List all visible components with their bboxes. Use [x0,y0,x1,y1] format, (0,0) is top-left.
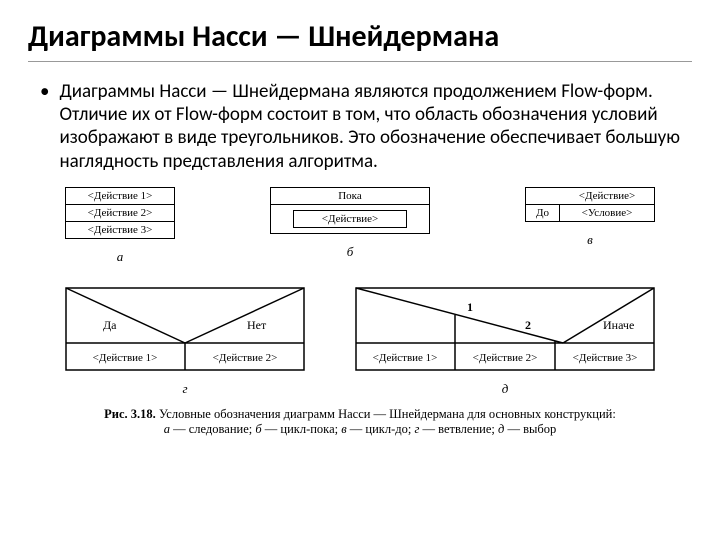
block-a-row3: <Действие 3> [66,222,174,238]
block-d: 1 2 Иначе <Действие 1> <Действие 2> <Дей… [355,287,655,397]
cap-v-t: — цикл-до; [347,422,415,436]
block-v-label: в [587,232,593,248]
block-a-row1: <Действие 1> [66,188,174,205]
block-a-row2: <Действие 2> [66,205,174,222]
figure-row-1: <Действие 1> <Действие 2> <Действие 3> а… [65,187,655,265]
figure-caption: Рис. 3.18. Условные обозначения диаграмм… [65,407,655,438]
cap-g-t: — ветвление; [419,422,498,436]
bullet-dot: • [40,80,49,173]
caption-rest: Условные обозначения диаграмм Насси — Шн… [156,407,616,421]
block-d-label: д [502,381,509,397]
block-g-svg: Да Нет <Действие 1> <Действие 2> [65,287,305,371]
caption-bold: Рис. 3.18. [104,407,156,421]
block-g-act1: <Действие 1> [93,352,158,364]
figure-row-2: Да Нет <Действие 1> <Действие 2> г 1 2 [65,287,655,397]
block-a: <Действие 1> <Действие 2> <Действие 3> а [65,187,175,265]
block-v-side1 [526,188,560,204]
cap-d-t: — выбор [504,422,556,436]
block-g-no: Нет [247,318,267,332]
block-d-b3: Иначе [603,318,634,332]
block-d-b2: 2 [525,318,531,332]
block-b-inner: <Действие> [293,210,407,228]
block-g: Да Нет <Действие 1> <Действие 2> г [65,287,305,397]
block-b: Пока <Действие> б [270,187,430,260]
block-b-label: б [347,244,354,260]
block-g-yes: Да [103,318,117,332]
block-b-header: Пока [270,187,430,205]
block-v-main2: <Условие> [560,204,654,221]
block-g-label: г [182,381,187,397]
block-v: <Действие> До <Условие> в [525,187,655,248]
bullet-paragraph: • Диаграммы Насси — Шнейдермана являются… [40,80,692,173]
block-d-b1: 1 [467,300,473,314]
cap-a-t: — следование; [170,422,255,436]
bullet-text: Диаграммы Насси — Шнейдермана являются п… [59,80,692,173]
block-d-svg: 1 2 Иначе <Действие 1> <Действие 2> <Дей… [355,287,655,371]
block-g-act2: <Действие 2> [213,352,278,364]
block-v-main1: <Действие> [560,188,654,204]
block-d-act2: <Действие 2> [473,352,538,364]
block-a-label: а [117,249,124,265]
block-v-side2: До [526,204,560,221]
figure: <Действие 1> <Действие 2> <Действие 3> а… [65,187,655,438]
block-d-act3: <Действие 3> [573,352,638,364]
block-d-act1: <Действие 1> [373,352,438,364]
cap-b-t: — цикл-пока; [262,422,342,436]
page-title: Диаграммы Насси — Шнейдермана [28,18,692,62]
